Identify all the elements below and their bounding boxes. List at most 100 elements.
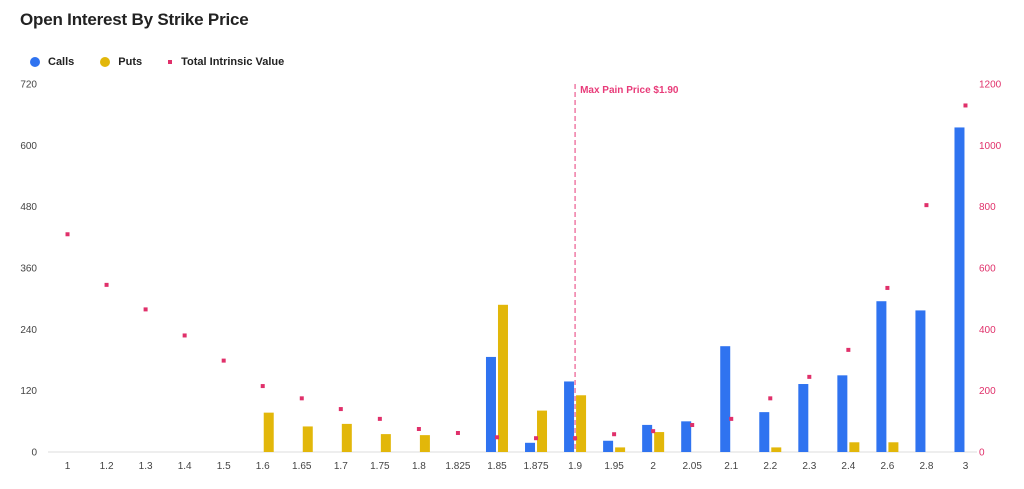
left-y-tick-label: 240 bbox=[20, 325, 37, 336]
intrinsic-value-point[interactable] bbox=[690, 423, 695, 428]
x-tick-label: 2.8 bbox=[919, 461, 933, 472]
x-axis: 1 1.2 1.3 1.4 1.5 1.6 1.65 1.7 1.75 1.8 1.825 1.85 1… bbox=[48, 451, 977, 472]
intrinsic-value-point[interactable] bbox=[104, 282, 109, 287]
calls-bar[interactable] bbox=[954, 127, 965, 452]
intrinsic-value-point[interactable] bbox=[885, 285, 890, 290]
calls-bar[interactable] bbox=[798, 384, 809, 452]
intrinsic-value-point[interactable] bbox=[846, 347, 851, 352]
calls-bar[interactable] bbox=[759, 412, 770, 452]
calls-bar[interactable] bbox=[525, 442, 536, 452]
puts-bar[interactable] bbox=[615, 447, 626, 452]
x-tick-label: 1.3 bbox=[139, 461, 153, 472]
points-layer bbox=[65, 103, 968, 441]
x-tick-label: 2.4 bbox=[841, 461, 855, 472]
intrinsic-value-point[interactable] bbox=[416, 427, 421, 431]
x-tick-label: 1 bbox=[65, 461, 71, 472]
puts-bar[interactable] bbox=[888, 442, 899, 452]
legend-item-calls[interactable]: Calls bbox=[30, 56, 74, 68]
x-tick-label: 2.1 bbox=[724, 461, 738, 472]
x-tick-label: 1.75 bbox=[370, 461, 390, 472]
left-y-tick-label: 480 bbox=[20, 202, 37, 213]
intrinsic-value-point[interactable] bbox=[924, 203, 929, 208]
legend-item-puts[interactable]: Puts bbox=[100, 56, 142, 68]
chart-title: Open Interest By Strike Price bbox=[20, 10, 249, 29]
puts-bar[interactable] bbox=[576, 395, 587, 452]
x-tick-label: 1.85 bbox=[487, 461, 507, 472]
intrinsic-value-point[interactable] bbox=[65, 232, 70, 237]
intrinsic-value-point[interactable] bbox=[807, 374, 812, 379]
intrinsic-value-point[interactable] bbox=[768, 396, 773, 401]
legend-calls-label: Calls bbox=[48, 56, 75, 68]
calls-swatch-icon bbox=[30, 57, 40, 67]
intrinsic-value-point[interactable] bbox=[534, 436, 539, 441]
right-y-tick-label: 1200 bbox=[979, 80, 1002, 91]
x-tick-label: 2 bbox=[650, 461, 656, 472]
x-tick-label: 1.65 bbox=[292, 461, 312, 472]
bars-layer bbox=[263, 127, 965, 452]
x-tick-label: 1.8 bbox=[412, 461, 426, 472]
legend-item-intrinsic[interactable]: Total Intrinsic Value bbox=[168, 56, 284, 68]
right-y-tick-label: 400 bbox=[979, 325, 996, 336]
intrinsic-value-point[interactable] bbox=[377, 416, 382, 421]
x-tick-label: 1.7 bbox=[334, 461, 348, 472]
calls-bar[interactable] bbox=[485, 356, 496, 452]
x-tick-label: 1.9 bbox=[568, 461, 582, 472]
x-tick-label: 1.5 bbox=[217, 461, 231, 472]
x-tick-label: 1.875 bbox=[524, 461, 549, 472]
calls-bar[interactable] bbox=[720, 346, 731, 452]
legend-intrinsic-label: Total Intrinsic Value bbox=[181, 56, 285, 68]
puts-bar[interactable] bbox=[341, 423, 352, 452]
puts-bar[interactable] bbox=[771, 447, 782, 452]
x-tick-label: 3 bbox=[963, 461, 969, 472]
x-tick-label: 1.825 bbox=[445, 461, 470, 472]
intrinsic-swatch-icon bbox=[168, 60, 173, 64]
right-y-tick-label: 200 bbox=[979, 386, 996, 397]
right-y-axis: 0 200 400 600 800 1000 1200 bbox=[979, 80, 1002, 459]
calls-bar[interactable] bbox=[564, 381, 575, 452]
left-y-tick-label: 120 bbox=[20, 386, 37, 397]
puts-bar[interactable] bbox=[497, 304, 508, 452]
puts-bar[interactable] bbox=[263, 412, 274, 452]
x-tick-label: 1.4 bbox=[178, 461, 192, 472]
calls-bar[interactable] bbox=[681, 421, 692, 452]
x-tick-label: 2.2 bbox=[763, 461, 777, 472]
max-pain-label: Max Pain Price $1.90 bbox=[580, 85, 679, 96]
right-y-tick-label: 0 bbox=[979, 448, 985, 459]
intrinsic-value-point[interactable] bbox=[455, 430, 460, 435]
right-y-tick-label: 1000 bbox=[979, 141, 1002, 152]
calls-bar[interactable] bbox=[915, 310, 926, 452]
left-y-tick-label: 360 bbox=[20, 264, 37, 275]
intrinsic-value-point[interactable] bbox=[729, 416, 734, 421]
calls-bar[interactable] bbox=[876, 301, 887, 452]
puts-bar[interactable] bbox=[419, 435, 430, 452]
intrinsic-value-point[interactable] bbox=[612, 432, 617, 437]
right-y-tick-label: 600 bbox=[979, 264, 996, 275]
puts-bar[interactable] bbox=[380, 434, 391, 452]
intrinsic-value-point[interactable] bbox=[299, 396, 304, 401]
intrinsic-value-point[interactable] bbox=[221, 358, 226, 363]
left-y-tick-label: 600 bbox=[20, 141, 37, 152]
puts-bar[interactable] bbox=[537, 410, 548, 452]
calls-bar[interactable] bbox=[603, 440, 614, 452]
puts-bar[interactable] bbox=[302, 426, 313, 452]
left-y-tick-label: 720 bbox=[20, 80, 37, 91]
intrinsic-value-point[interactable] bbox=[260, 384, 265, 389]
x-tick-label: 2.05 bbox=[682, 461, 702, 472]
puts-bar[interactable] bbox=[654, 432, 665, 452]
x-tick-label: 2.3 bbox=[802, 461, 816, 472]
legend-puts-label: Puts bbox=[118, 56, 143, 68]
calls-bar[interactable] bbox=[642, 424, 653, 452]
legend: Calls Puts Total Intrinsic Value bbox=[30, 56, 310, 68]
intrinsic-value-point[interactable] bbox=[651, 429, 656, 434]
puts-bar[interactable] bbox=[849, 442, 860, 452]
intrinsic-value-point[interactable] bbox=[963, 103, 968, 108]
x-tick-label: 1.6 bbox=[256, 461, 270, 472]
intrinsic-value-point[interactable] bbox=[143, 307, 148, 312]
intrinsic-value-point[interactable] bbox=[338, 407, 343, 412]
calls-bar[interactable] bbox=[837, 375, 848, 452]
intrinsic-value-point[interactable] bbox=[182, 333, 187, 338]
left-y-tick-label: 0 bbox=[31, 448, 37, 459]
intrinsic-value-point[interactable] bbox=[494, 435, 499, 440]
x-tick-label: 1.2 bbox=[100, 461, 114, 472]
